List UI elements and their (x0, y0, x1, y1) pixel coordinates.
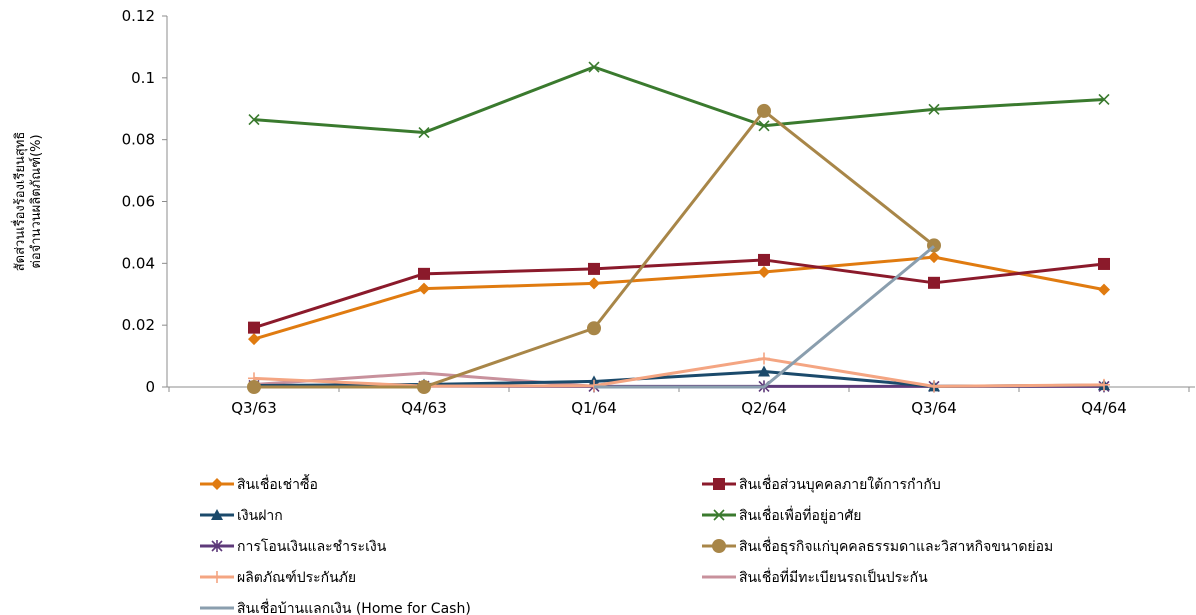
x-tick-label: Q1/64 (571, 399, 617, 417)
x-tick-label: Q4/64 (1081, 399, 1127, 417)
data-point-series-1 (1098, 283, 1110, 296)
series-line-9 (594, 245, 935, 389)
y-tick-label: 0.1 (131, 69, 155, 87)
data-point-series-6 (587, 321, 601, 336)
legend-label: สินเชื่อส่วนบุคคลภายใต้การกำกับ (739, 475, 941, 493)
data-point-series-7 (758, 352, 770, 365)
y-tick-label: 0 (145, 378, 155, 396)
series-line-6 (254, 109, 935, 389)
data-point-series-7 (1098, 378, 1110, 391)
y-tick-label: 0.06 (122, 193, 155, 211)
x-tick-label: Q4/63 (401, 399, 447, 417)
y-tick-label: 0.04 (122, 254, 155, 272)
data-point-series-6 (247, 380, 261, 394)
data-point-series-1 (758, 265, 770, 278)
x-tick-label: Q2/64 (741, 399, 787, 417)
x-tick-label: Q3/63 (231, 399, 277, 417)
legend-marker (712, 539, 726, 553)
data-point-series-1 (248, 333, 260, 346)
y-tick-label: 0.12 (122, 7, 155, 25)
series-line-7 (253, 357, 1105, 388)
data-point-series-1 (418, 282, 430, 295)
data-point-series-1 (928, 251, 940, 264)
y-axis-title: สัดส่วนเรื่องร้องเรียนสุทธิต่อจำนวนผลิตภ… (11, 132, 44, 272)
data-point-series-2 (758, 253, 770, 266)
legend-label: สินเชื่อที่มีทะเบียนรถเป็นประกัน (739, 568, 928, 586)
series-line-4 (253, 65, 1105, 135)
data-point-series-4 (248, 114, 260, 126)
legend-marker (211, 571, 223, 583)
data-point-series-7 (928, 380, 940, 393)
data-point-series-4 (928, 103, 940, 115)
legend-label: สินเชื่อเช่าซื้อ (237, 474, 318, 493)
data-point-series-6 (757, 103, 771, 118)
x-tick-label: Q3/64 (911, 399, 957, 417)
legend-label: ผลิตภัณฑ์ประกันภัย (237, 569, 356, 586)
data-point-series-6 (417, 380, 431, 394)
legend-label: สินเชื่อธุรกิจแก่บุคคลธรรมดาและวิสาหกิจข… (739, 537, 1053, 555)
legend-marker (211, 509, 223, 520)
data-point-series-1 (588, 277, 600, 290)
data-point-series-2 (248, 321, 260, 334)
data-point-series-4 (418, 126, 430, 139)
data-point-series-4 (1098, 93, 1110, 106)
data-point-series-2 (1098, 257, 1110, 270)
legend-label: สินเชื่อบ้านแลกเงิน (Home for Cash) (237, 599, 471, 615)
y-tick-label: 0.08 (122, 131, 155, 149)
legend-label: การโอนเงินและชำระเงิน (237, 538, 387, 555)
data-point-series-4 (588, 61, 600, 73)
data-point-series-3 (758, 365, 770, 377)
y-axis-title-line: สัดส่วนเรื่องร้องเรียนสุทธิ (11, 132, 28, 272)
series-line-2 (253, 258, 1105, 330)
y-tick-label: 0.02 (122, 316, 155, 334)
legend-marker (713, 509, 725, 521)
legend-label: สินเชื่อเพื่อที่อยู่อาศัย (739, 506, 861, 524)
y-axis-title-line: ต่อจำนวนผลิตภัณฑ์(%) (28, 134, 44, 268)
data-point-series-2 (418, 267, 430, 280)
data-point-series-4 (758, 120, 770, 132)
data-point-series-2 (588, 262, 600, 275)
series-line-1 (253, 255, 1105, 341)
legend-label: เงินฝาก (237, 508, 283, 524)
data-point-series-2 (928, 276, 940, 289)
legend-marker (713, 478, 725, 490)
legend-marker (211, 540, 223, 552)
legend-marker (211, 478, 223, 490)
